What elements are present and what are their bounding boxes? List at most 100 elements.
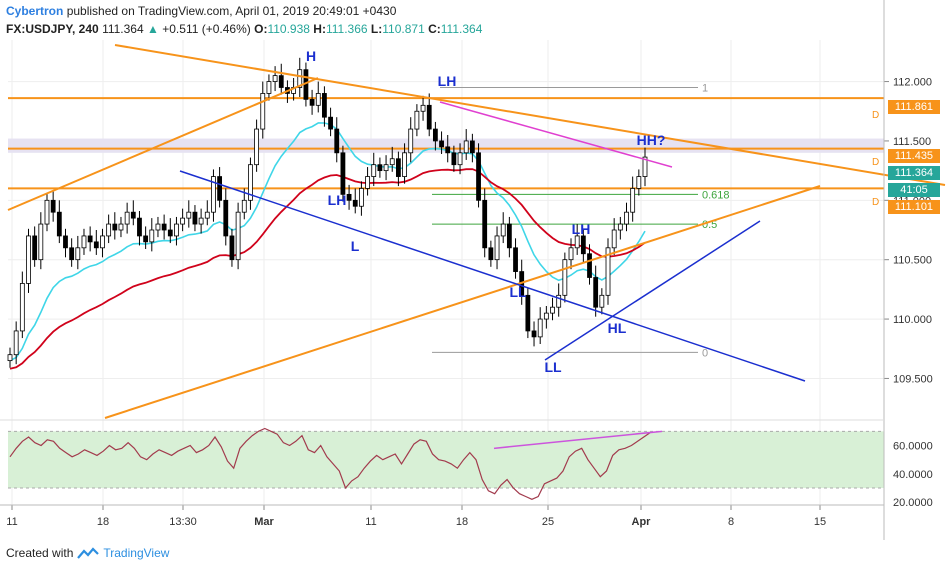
d-mark-3: D: [872, 197, 880, 208]
candle-body: [611, 229, 617, 249]
rsi-tick-label: 60.0000: [893, 441, 933, 453]
candle-body: [420, 104, 426, 112]
rsi-tick-label: 40.0000: [893, 469, 933, 481]
candle-body: [605, 247, 611, 296]
candle-body: [254, 128, 260, 166]
candle-body: [445, 146, 451, 154]
candle-body: [241, 199, 247, 213]
candle-body: [426, 104, 432, 130]
pattern-label: HH?: [637, 132, 666, 148]
candle-body: [315, 93, 321, 106]
pattern-label: H: [306, 48, 316, 64]
candle-body: [186, 211, 192, 219]
y-tick-label: 112.000: [893, 77, 932, 89]
candle-body: [130, 211, 136, 219]
low-label: L:: [370, 22, 383, 36]
candle-body: [365, 176, 370, 189]
candle-body: [537, 318, 543, 338]
rsi-divergence-line: [493, 430, 663, 450]
high-label: H:: [313, 22, 326, 36]
candle-body: [26, 235, 31, 284]
candle-body: [192, 211, 198, 225]
candle-body: [513, 247, 518, 272]
candle-body: [599, 294, 605, 308]
candle-body: [408, 128, 414, 154]
candle-body: [38, 223, 44, 261]
close-label: C:: [428, 22, 441, 36]
candle-body: [309, 98, 315, 106]
y-tick-label: 109.500: [893, 373, 933, 385]
candle-body: [93, 241, 99, 249]
close-value: 111.364: [440, 22, 483, 36]
fib-label: 0: [702, 347, 708, 359]
candle-body: [439, 140, 444, 148]
candle-body: [334, 128, 340, 154]
pattern-label: LL: [509, 284, 527, 300]
moving-average-fast: [9, 122, 646, 362]
tradingview-logo-icon: [77, 547, 100, 559]
x-tick-label: 13:30: [169, 516, 197, 528]
orange-trendline-falling: [114, 44, 946, 186]
candle-body: [112, 223, 118, 231]
candle-body: [383, 164, 389, 172]
pattern-label: HL: [608, 320, 627, 336]
candle-body: [204, 211, 210, 219]
x-tick-label: Mar: [254, 516, 274, 528]
symbol[interactable]: FX:USDJPY, 240: [6, 22, 99, 36]
candle-body: [106, 223, 112, 237]
candle-body: [574, 235, 580, 249]
d-mark-2: D: [872, 157, 880, 168]
candle-body: [550, 306, 555, 314]
candle-body: [124, 211, 130, 225]
candle-body: [248, 164, 253, 201]
candle-body: [50, 199, 56, 213]
blue-trendline-rising: [544, 220, 761, 361]
candle-body: [328, 116, 333, 130]
rsi-tick-label: 20.0000: [893, 497, 933, 509]
d-mark-1: D: [872, 110, 880, 121]
x-tick-label: 15: [814, 516, 826, 528]
magenta-trendline: [439, 101, 673, 168]
candle-body: [167, 229, 173, 237]
created-with: Created with: [6, 546, 74, 560]
candle-body: [13, 330, 19, 356]
candle-body: [488, 247, 494, 261]
candle-body: [180, 217, 186, 225]
candle-body: [630, 188, 636, 213]
candle-body: [568, 247, 574, 261]
candle-body: [229, 235, 235, 261]
candle-body: [266, 81, 272, 94]
candle-body: [476, 152, 481, 201]
candle-body: [118, 223, 124, 231]
candle-body: [494, 235, 500, 261]
tradingview-brand[interactable]: TradingView: [103, 546, 170, 560]
author[interactable]: Cybertron: [6, 4, 64, 18]
candle-body: [371, 164, 377, 177]
candle-body: [340, 152, 346, 195]
y-tick-label: 110.000: [893, 314, 932, 326]
candle-body: [463, 140, 469, 154]
candle-body: [414, 110, 420, 130]
moving-average-slow: [9, 168, 646, 370]
price-box-1: 111.861: [888, 100, 940, 114]
candle-body: [278, 75, 284, 88]
candle-body: [506, 223, 512, 249]
price-box-4: 41:05: [888, 183, 940, 197]
x-tick-label: 8: [728, 516, 734, 528]
pattern-label: LL: [544, 359, 562, 375]
fib-label: 1: [702, 83, 708, 95]
candle-body: [198, 217, 204, 225]
candle-body: [377, 164, 383, 172]
candle-body: [359, 188, 364, 207]
candle-body: [217, 176, 223, 201]
rsi-band: [8, 431, 884, 488]
candle-body: [531, 330, 537, 338]
candle-body: [32, 235, 38, 261]
candle-body: [174, 223, 179, 237]
candle-body: [272, 75, 278, 82]
price-box-2: 111.435: [888, 149, 940, 163]
candle-body: [81, 235, 87, 249]
candle-body: [63, 235, 68, 249]
